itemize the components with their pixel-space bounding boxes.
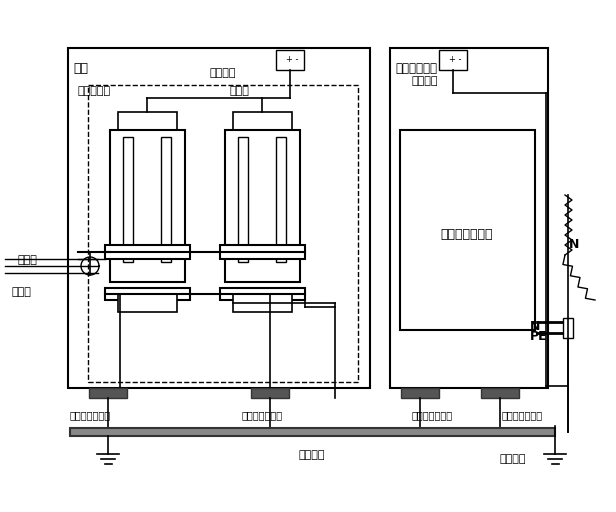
Text: 保护接地汇流条: 保护接地汇流条	[412, 410, 453, 420]
Bar	[400, 130, 535, 330]
Text: 工作接地汇流条: 工作接地汇流条	[502, 410, 543, 420]
Text: 仪表及控制系统: 仪表及控制系统	[441, 228, 493, 242]
Text: 安全栅: 安全栅	[230, 86, 250, 96]
Text: 内屏蔽: 内屏蔽	[12, 287, 32, 297]
Bar	[481, 388, 519, 398]
Bar	[118, 112, 177, 130]
Bar	[110, 130, 185, 282]
Bar	[88, 85, 358, 382]
Text: 总接地排: 总接地排	[299, 450, 325, 460]
Text: + -: + -	[449, 55, 461, 64]
Bar	[118, 294, 177, 312]
Bar	[105, 288, 190, 300]
Bar	[401, 388, 439, 398]
Text: 接地装置: 接地装置	[500, 454, 527, 464]
Bar	[238, 137, 248, 262]
Bar	[233, 112, 292, 130]
Bar	[220, 245, 305, 259]
Bar	[225, 130, 300, 282]
Bar	[70, 428, 555, 436]
Bar	[220, 288, 305, 300]
Bar	[161, 137, 171, 262]
Bar	[276, 50, 304, 70]
Text: + -: + -	[286, 55, 299, 64]
Text: 信号线: 信号线	[18, 255, 38, 265]
Bar	[439, 50, 467, 70]
Bar	[123, 137, 133, 262]
Bar	[89, 388, 127, 398]
Text: 直流电源: 直流电源	[412, 76, 439, 86]
Text: N: N	[569, 238, 580, 251]
Text: 直流电源: 直流电源	[210, 68, 237, 78]
Text: N: N	[530, 319, 540, 332]
Text: PE: PE	[530, 331, 548, 344]
Text: 工作接地汇流条: 工作接地汇流条	[242, 410, 283, 420]
Bar	[390, 48, 548, 388]
Text: 机柜: 机柜	[73, 62, 88, 75]
Bar	[105, 245, 190, 259]
Bar	[68, 48, 370, 388]
Text: 电涌防护器: 电涌防护器	[78, 86, 111, 96]
Bar	[276, 137, 286, 262]
Bar	[563, 318, 573, 338]
Text: 保护接地汇流条: 保护接地汇流条	[70, 410, 111, 420]
Bar	[233, 294, 292, 312]
Text: 控制系统机柜: 控制系统机柜	[395, 62, 437, 75]
Bar	[251, 388, 289, 398]
